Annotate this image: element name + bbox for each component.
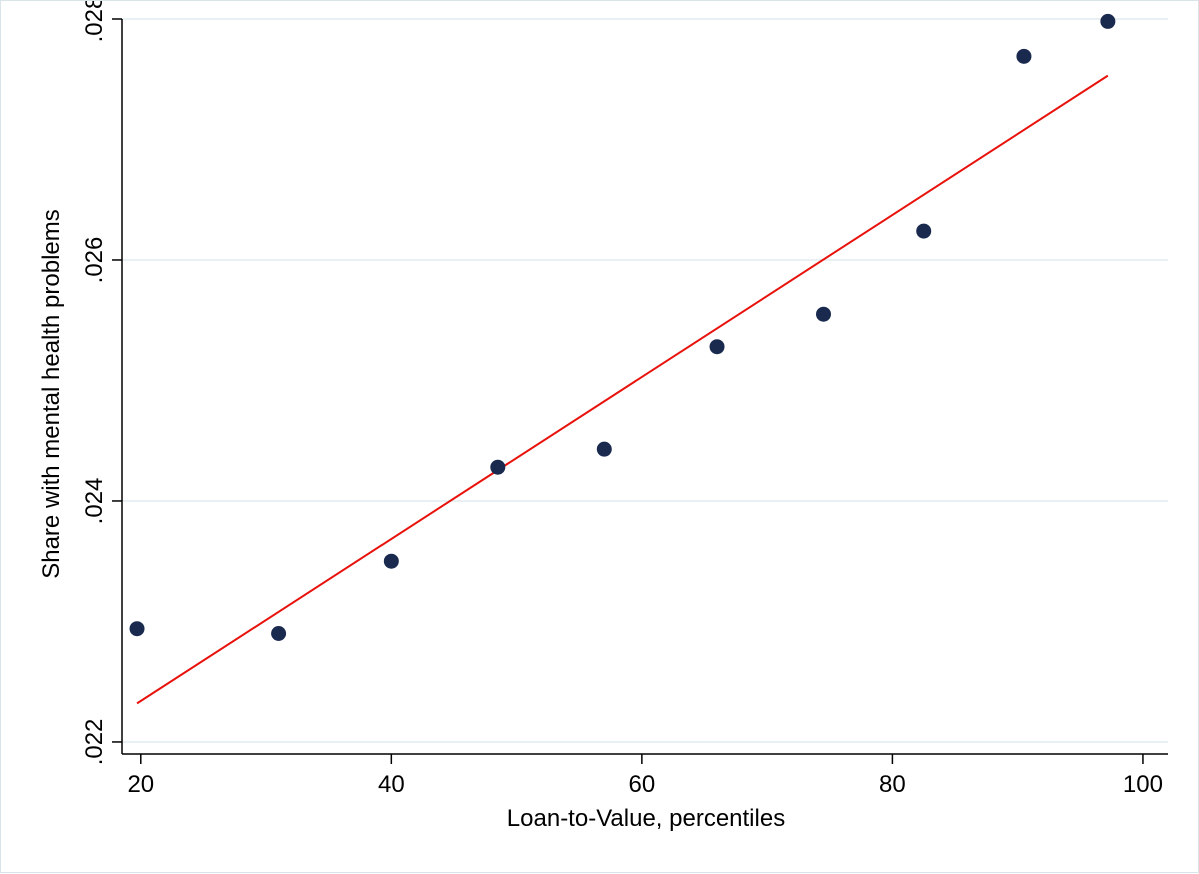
x-tick-label: 100 — [1123, 771, 1163, 798]
scatter-point — [816, 306, 832, 322]
scatter-point — [916, 223, 932, 239]
data-points — [129, 13, 1116, 642]
scatter-point — [383, 553, 399, 569]
fit-lines — [136, 74, 1109, 705]
x-axis-title: Loan-to-Value, percentiles — [507, 805, 785, 832]
y-axis-title: Share with mental health problems — [38, 209, 65, 579]
scatter-point — [129, 621, 145, 637]
axes: .022 .024 .026 .028 20 40 60 80 100 — [81, 1, 1168, 798]
scatter-point — [490, 459, 506, 475]
scatter-point — [709, 339, 725, 355]
y-tick-label: .024 — [81, 478, 108, 525]
scatter-point — [1016, 48, 1032, 64]
y-tick-label: .022 — [81, 719, 108, 766]
x-tick-label: 60 — [629, 771, 656, 798]
y-tick-label: .028 — [81, 1, 108, 42]
gridlines — [122, 18, 1168, 743]
x-tick-label: 40 — [378, 771, 405, 798]
scatter-point — [271, 626, 287, 642]
x-tick-label: 80 — [879, 771, 906, 798]
y-tick-label: .026 — [81, 237, 108, 284]
scatter-point — [596, 441, 612, 457]
scatter-point — [1100, 13, 1116, 29]
x-tick-label: 20 — [127, 771, 154, 798]
fitted-line — [136, 74, 1109, 705]
